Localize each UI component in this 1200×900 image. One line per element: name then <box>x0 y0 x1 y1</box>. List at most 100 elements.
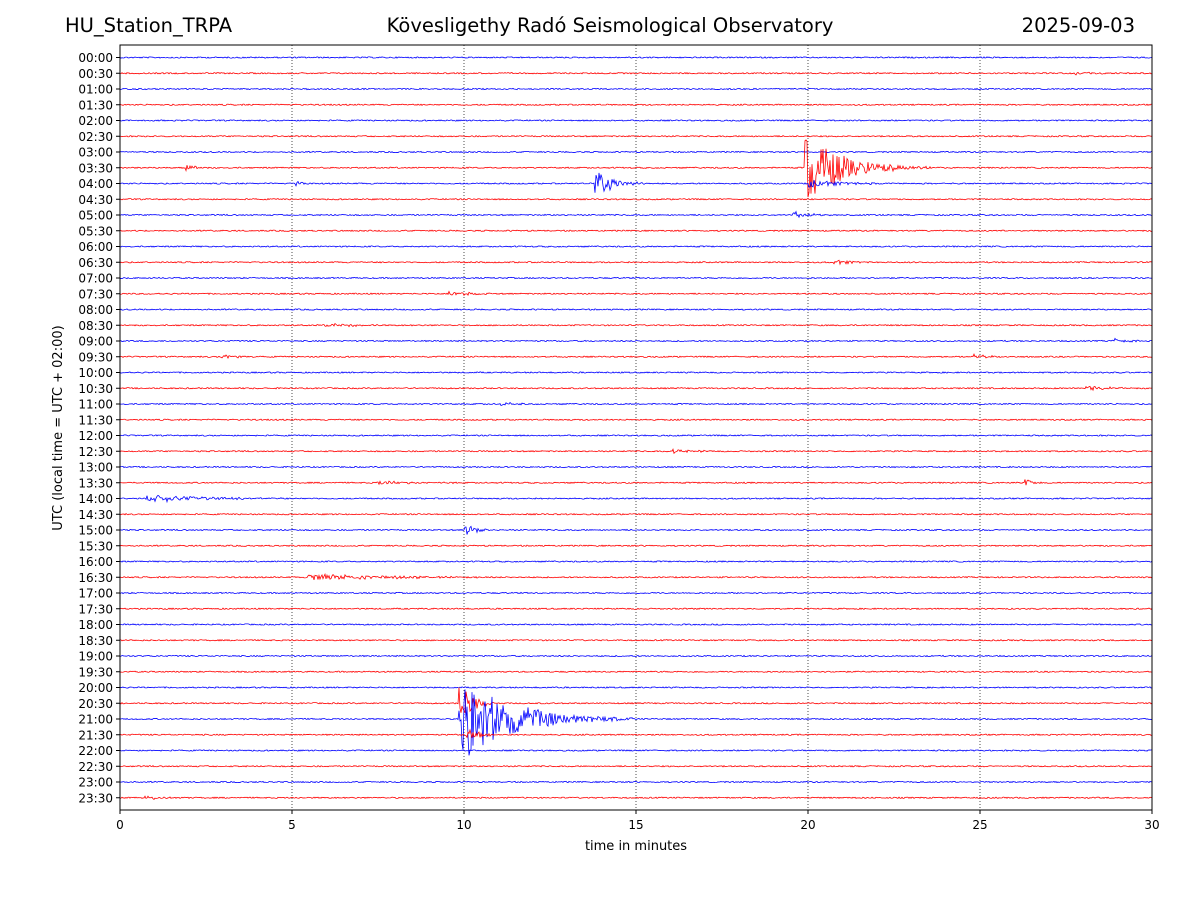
x-tick-label: 20 <box>800 818 815 832</box>
trace-0800 <box>119 308 1153 311</box>
y-tick-label: 00:30 <box>78 67 113 81</box>
trace-1230 <box>119 448 1153 455</box>
trace-2230 <box>119 764 1153 768</box>
y-tick-label: 13:30 <box>78 476 113 490</box>
y-tick-label: 05:30 <box>78 224 113 238</box>
y-tick-label: 22:30 <box>78 760 113 774</box>
y-tick-label: 12:30 <box>78 445 113 459</box>
trace-0630 <box>119 259 1153 266</box>
y-axis-label: UTC (local time = UTC + 02:00) <box>51 325 66 530</box>
y-tick-label: 19:00 <box>78 650 113 664</box>
trace-1530 <box>119 544 1153 548</box>
trace-1930 <box>119 670 1153 673</box>
trace-0400 <box>119 172 1153 193</box>
x-axis-label: time in minutes <box>585 839 687 854</box>
trace-1730 <box>119 607 1153 610</box>
trace-1330 <box>120 479 1153 486</box>
trace-2330 <box>119 795 1153 800</box>
station-name: HU_Station_TRPA <box>65 14 233 37</box>
trace-1000 <box>119 371 1153 374</box>
y-tick-label: 17:00 <box>78 587 113 601</box>
trace-0030 <box>119 71 1153 76</box>
y-tick-label: 21:30 <box>78 728 113 742</box>
y-tick-label: 03:30 <box>78 161 113 175</box>
trace-2300 <box>119 780 1153 784</box>
trace-0300 <box>119 150 1153 154</box>
trace-2200 <box>119 749 1153 752</box>
y-tick-label: 07:00 <box>78 272 113 286</box>
y-tick-label: 23:00 <box>78 776 113 790</box>
trace-1200 <box>119 434 1153 437</box>
x-tick-label: 5 <box>288 818 296 832</box>
trace-1630 <box>119 572 1153 581</box>
plot-frame <box>119 44 1153 811</box>
x-tick-label: 0 <box>116 818 124 832</box>
y-tick-label: 16:30 <box>78 571 113 585</box>
trace-0200 <box>119 119 1153 122</box>
y-tick-label: 08:00 <box>78 303 113 317</box>
trace-1900 <box>119 654 1153 658</box>
trace-1700 <box>119 591 1153 595</box>
trace-0600 <box>119 245 1153 248</box>
y-tick-label: 15:30 <box>78 539 113 553</box>
y-tick-label: 06:30 <box>78 256 113 270</box>
y-tick-label: 19:30 <box>78 665 113 679</box>
trace-0130 <box>119 103 1153 106</box>
y-tick-label: 14:30 <box>78 508 113 522</box>
y-tick-label: 18:00 <box>78 618 113 632</box>
y-tick-label: 01:30 <box>78 98 113 112</box>
x-axis-ticks: 0 5 10 15 20 25 30 <box>116 810 1160 832</box>
trace-0700 <box>119 276 1153 280</box>
trace-0230 <box>119 134 1153 138</box>
y-tick-label: 21:00 <box>78 713 113 727</box>
y-tick-label: 09:00 <box>78 335 113 349</box>
y-tick-label: 17:30 <box>78 602 113 616</box>
y-tick-label: 04:30 <box>78 193 113 207</box>
trace-0000 <box>119 56 1153 59</box>
y-tick-label: 12:00 <box>78 429 113 443</box>
chart-title: Kövesligethy Radó Seismological Observat… <box>386 14 834 37</box>
y-tick-label: 15:00 <box>78 524 113 538</box>
trace-2000 <box>119 686 1153 689</box>
trace-1800 <box>119 623 1153 626</box>
y-tick-label: 23:30 <box>78 791 113 805</box>
trace-1100 <box>119 401 1153 406</box>
trace-2100 <box>119 689 1153 756</box>
trace-0900 <box>119 337 1153 343</box>
trace-0500 <box>119 210 1153 219</box>
y-tick-label: 11:00 <box>78 398 113 412</box>
y-tick-label: 13:00 <box>78 461 113 475</box>
y-tick-label: 03:00 <box>78 146 113 160</box>
y-tick-label: 02:00 <box>78 114 113 128</box>
trace-lines <box>119 56 1153 800</box>
trace-1400 <box>119 494 1153 504</box>
y-tick-label: 07:30 <box>78 287 113 301</box>
y-tick-label: 10:30 <box>78 382 113 396</box>
trace-1130 <box>119 418 1153 421</box>
x-tick-label: 10 <box>456 818 471 832</box>
y-tick-label: 06:00 <box>78 240 113 254</box>
y-tick-label: 05:00 <box>78 209 113 223</box>
y-tick-label: 20:30 <box>78 697 113 711</box>
y-tick-label: 14:00 <box>78 492 113 506</box>
trace-2030 <box>119 687 1153 714</box>
y-tick-label: 10:00 <box>78 366 113 380</box>
y-tick-label: 18:30 <box>78 634 113 648</box>
y-tick-label: 04:00 <box>78 177 113 191</box>
trace-0830 <box>119 322 1153 328</box>
y-tick-label: 09:30 <box>78 350 113 364</box>
x-tick-label: 25 <box>972 818 987 832</box>
trace-2130 <box>119 728 1153 739</box>
y-tick-label: 22:00 <box>78 744 113 758</box>
x-tick-label: 15 <box>628 818 643 832</box>
trace-1600 <box>119 560 1153 563</box>
x-tick-label: 30 <box>1144 818 1159 832</box>
y-tick-label: 11:30 <box>78 413 113 427</box>
trace-0730 <box>119 290 1152 297</box>
y-tick-label: 08:30 <box>78 319 113 333</box>
y-tick-label: 01:00 <box>78 83 113 97</box>
y-tick-label: 20:00 <box>78 681 113 695</box>
trace-0530 <box>119 229 1153 233</box>
